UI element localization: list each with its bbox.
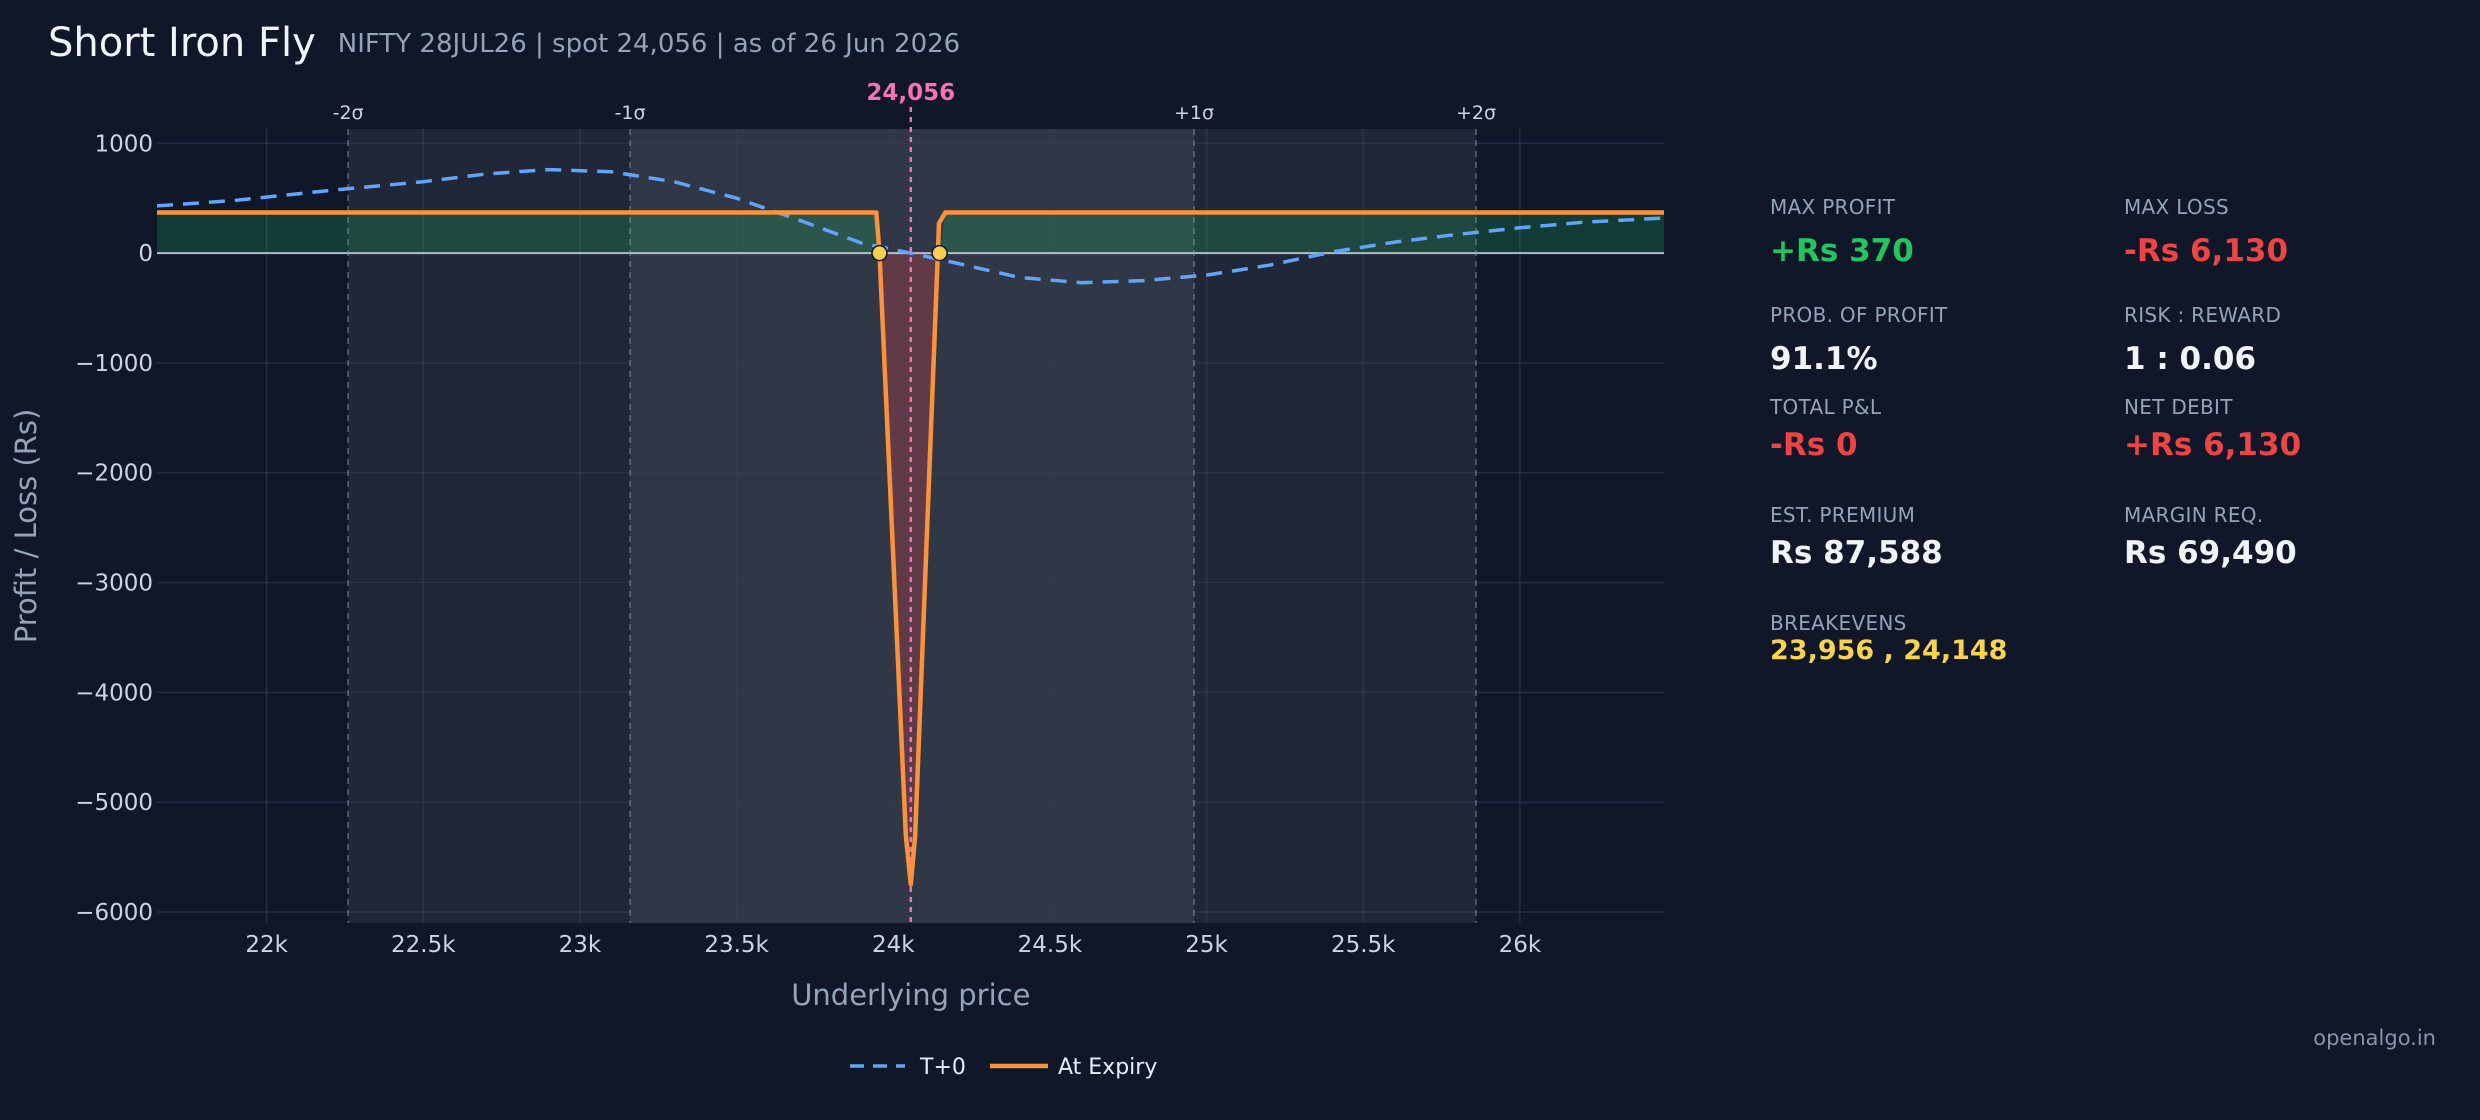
max-loss-value: -Rs 6,130 (2124, 233, 2289, 269)
x-tick-label: 26k (1499, 932, 1542, 958)
sigma-label: +2σ (1456, 102, 1496, 124)
total-pnl-value: -Rs 0 (1770, 427, 1858, 463)
y-tick-label: −2000 (75, 461, 153, 487)
spot-label: 24,056 (866, 80, 955, 106)
y-tick-label: −1000 (75, 351, 153, 377)
sigma-band-1 (630, 129, 1195, 923)
est-premium-label: EST. PREMIUM (1770, 503, 1916, 527)
y-tick-label: −3000 (75, 571, 153, 597)
x-tick-label: 24.5k (1018, 932, 1083, 958)
breakevens-label: BREAKEVENS (1770, 611, 1907, 635)
series-lines (156, 167, 1665, 887)
x-tick-label: 23.5k (704, 932, 769, 958)
x-tick-label: 25.5k (1331, 932, 1396, 958)
legend: T+0 At Expiry (850, 1055, 1157, 1080)
margin-req-label: MARGIN REQ. (2124, 503, 2264, 527)
chart-title: Short Iron Fly NIFTY 28JUL26 | spot 24,05… (48, 20, 960, 66)
max-profit-value: +Rs 370 (1770, 233, 1914, 269)
profit-area-right (939, 212, 1664, 254)
x-tick-label: 25k (1185, 932, 1228, 958)
grid-lines (157, 129, 1664, 923)
breakeven-marker (871, 244, 888, 262)
y-tick-label: −4000 (75, 680, 153, 706)
axis-labels: -2σ -1σ +1σ +2σ 24,056 1000 0 −1000 −2000 −3000 −4… (9, 80, 1542, 1012)
margin-req-value: Rs 69,490 (2124, 535, 2297, 571)
total-pnl-stat: TOTAL P&L -Rs 0 (1770, 395, 1881, 463)
y-tick-label: 0 (138, 241, 153, 267)
legend-label-at-expiry: At Expiry (1058, 1055, 1157, 1080)
margin-req-stat: MARGIN REQ. Rs 69,490 (2124, 503, 2297, 571)
x-tick-label: 22.5k (391, 932, 456, 958)
max-profit-stat: MAX PROFIT +Rs 370 (1770, 195, 1914, 269)
max-profit-label: MAX PROFIT (1770, 195, 1896, 219)
prob-profit-label: PROB. OF PROFIT (1770, 303, 1948, 327)
x-tick-label: 23k (559, 932, 602, 958)
max-loss-stat: MAX LOSS -Rs 6,130 (2124, 195, 2288, 269)
x-axis-title: Underlying price (791, 978, 1030, 1012)
risk-reward-stat: RISK : REWARD 1 : 0.06 (2124, 303, 2281, 377)
strategy-subtitle: NIFTY 28JUL26 | spot 24,056 | as of 26 J… (337, 29, 961, 59)
y-tick-label: −6000 (75, 900, 153, 926)
sigma-label: -1σ (615, 102, 646, 124)
sigma-label: +1σ (1174, 102, 1214, 124)
breakeven-marker (931, 244, 948, 262)
y-tick-label: −5000 (75, 790, 153, 816)
legend-label-t0: T+0 (919, 1055, 966, 1080)
stats-panel: MAX PROFIT +Rs 370 MAX LOSS -Rs 6,130 PR… (1770, 0, 2470, 700)
brand-watermark: openalgo.in (2313, 1026, 2436, 1050)
sigma-bands (348, 129, 1477, 923)
y-axis-title: Profit / Loss (Rs) (9, 409, 43, 644)
risk-reward-value: 1 : 0.06 (2124, 341, 2257, 377)
net-debit-label: NET DEBIT (2124, 395, 2233, 419)
net-debit-value: +Rs 6,130 (2124, 427, 2302, 463)
strategy-name: Short Iron Fly (48, 20, 316, 66)
x-tick-label: 22k (245, 932, 288, 958)
net-debit-stat: NET DEBIT +Rs 6,130 (2124, 395, 2301, 463)
risk-reward-label: RISK : REWARD (2124, 303, 2282, 327)
loss-area (879, 223, 940, 885)
breakevens-stat: BREAKEVENS 23,956 , 24,148 (1770, 611, 2007, 666)
breakevens-value: 23,956 , 24,148 (1770, 635, 2008, 666)
prob-profit-value: 91.1% (1770, 341, 1878, 377)
est-premium-value: Rs 87,588 (1770, 535, 1943, 571)
series-line-at-expiry (157, 210, 1664, 887)
pnl-fill-areas (157, 212, 1664, 885)
y-tick-label: 1000 (94, 131, 153, 157)
total-pnl-label: TOTAL P&L (1770, 395, 1882, 419)
profit-area-left (157, 212, 880, 254)
x-tick-label: 24k (872, 932, 915, 958)
max-loss-label: MAX LOSS (2124, 195, 2229, 219)
sigma-label: -2σ (333, 102, 364, 124)
est-premium-stat: EST. PREMIUM Rs 87,588 (1770, 503, 1943, 571)
prob-profit-stat: PROB. OF PROFIT 91.1% (1770, 303, 1948, 377)
